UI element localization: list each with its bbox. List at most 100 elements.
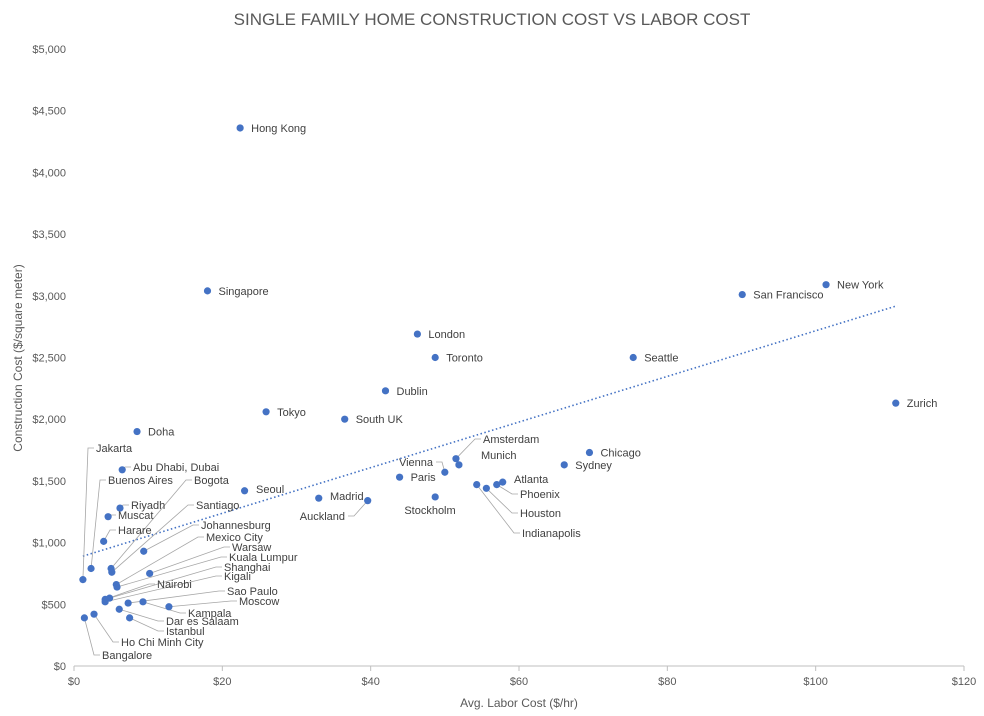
data-point-istanbul (126, 614, 134, 622)
data-point-amsterdam (452, 455, 460, 463)
point-label-munich: Munich (481, 450, 516, 462)
point-label-vienna: Vienna (399, 457, 434, 469)
data-point-sao-paulo (124, 599, 132, 607)
point-label-new-york: New York (837, 280, 884, 292)
point-label-phoenix: Phoenix (520, 489, 560, 501)
point-label-bogota: Bogota (194, 475, 230, 487)
point-label-seoul: Seoul (256, 484, 284, 496)
leader-line-nairobi (105, 583, 155, 600)
leader-line-warsaw (149, 546, 230, 574)
data-points (79, 124, 900, 622)
data-point-london (413, 330, 421, 338)
data-point-hong-kong (236, 124, 244, 132)
y-tick-label: $1,000 (32, 538, 66, 550)
point-label-harare: Harare (118, 525, 152, 537)
leader-line-santiago (111, 504, 194, 573)
leader-line-houston (486, 488, 518, 514)
y-tick-label: $1,500 (32, 476, 66, 488)
point-label-muscat: Muscat (118, 510, 153, 522)
data-point-doha (133, 427, 141, 436)
y-tick-label: $3,000 (32, 291, 66, 303)
leader-line-bogota (110, 479, 192, 569)
point-label-hong-kong: Hong Kong (251, 123, 306, 135)
x-axis-title: Avg. Labor Cost ($/hr) (460, 696, 578, 710)
data-point-phoenix (493, 481, 501, 489)
point-label-auckland: Auckland (300, 511, 345, 523)
y-tick-label: $2,500 (32, 353, 66, 365)
point-label-moscow: Moscow (239, 596, 279, 608)
y-tick-label: $3,500 (32, 229, 66, 241)
point-label-bangalore: Bangalore (102, 650, 152, 662)
data-point-vienna (441, 468, 449, 476)
data-point-riyadh (116, 504, 124, 512)
point-label-houston: Houston (520, 508, 561, 520)
point-label-shanghai: Shanghai (224, 562, 271, 574)
point-label-singapore: Singapore (219, 286, 269, 298)
data-point-singapore (203, 287, 212, 295)
point-label-riyadh: Riyadh (131, 500, 165, 512)
data-point-johannesburg (140, 547, 148, 555)
data-point-auckland (364, 497, 372, 505)
point-label-sydney: Sydney (575, 460, 612, 472)
data-point-south-uk (341, 415, 349, 423)
x-tick-label: $40 (361, 676, 379, 688)
chart-title: SINGLE FAMILY HOME CONSTRUCTION COST VS … (234, 10, 751, 29)
point-label-london: London (428, 329, 465, 341)
data-point-indianapolis (473, 481, 481, 489)
y-tick-label: $0 (54, 661, 66, 673)
leader-line-moscow (168, 600, 237, 608)
point-label-johannesburg: Johannesburg (201, 520, 271, 532)
point-labels: Hong Kong Singapore New York San Francisco L… (96, 123, 937, 662)
x-tick-label: $120 (952, 676, 976, 688)
data-point-san-francisco (738, 290, 746, 299)
leader-line-buenos-aires (90, 479, 106, 569)
trendline (82, 304, 898, 557)
y-axis-title: Construction Cost ($/square meter) (11, 264, 25, 451)
point-label-dar-es-salaam: Dar es Salaam (166, 616, 239, 628)
point-label-stockholm: Stockholm (404, 505, 455, 517)
y-tick-label: $2,000 (32, 414, 66, 426)
x-tick-label: $0 (68, 676, 80, 688)
data-point-atlanta (499, 478, 507, 486)
point-label-nairobi: Nairobi (157, 579, 192, 591)
data-point-kampala (139, 598, 147, 606)
data-point-new-york (822, 281, 830, 289)
data-point-santiago (108, 568, 116, 576)
data-point-seattle (629, 353, 637, 362)
leader-line-shanghai (109, 566, 222, 599)
leader-line-dar-es-salaam (119, 608, 164, 622)
leader-line-kuala-lumpur (116, 556, 227, 588)
data-point-zurich (892, 399, 900, 407)
leader-line-phoenix (496, 484, 518, 495)
point-label-abu-dhabi-dubai: Abu Dhabi, Dubai (133, 462, 219, 474)
data-point-jakarta (79, 576, 87, 584)
leader-line-jakarta (82, 447, 94, 580)
point-label-zurich: Zurich (907, 398, 938, 410)
point-label-mexico-city: Mexico City (206, 532, 263, 544)
data-point-madrid (315, 494, 323, 502)
data-point-seoul (240, 487, 249, 495)
leader-line-indianapolis (476, 484, 520, 534)
point-label-istanbul: Istanbul (166, 626, 205, 638)
point-label-kuala-lumpur: Kuala Lumpur (229, 552, 298, 564)
data-point-dublin (381, 387, 390, 395)
x-tick-label: $20 (213, 676, 231, 688)
point-label-kampala: Kampala (188, 608, 232, 620)
point-label-warsaw: Warsaw (232, 542, 271, 554)
data-point-ho-chi-minh-city (90, 610, 98, 618)
leader-line-kampala (142, 601, 186, 614)
data-point-warsaw (146, 569, 154, 578)
point-label-kigali: Kigali (224, 571, 251, 583)
point-label-seattle: Seattle (644, 353, 678, 365)
leader-line-kigali (105, 575, 222, 603)
y-axis-ticks: $0 $500 $1,000 $1,500 $2,000 $2,500 $3,000 $3,5… (32, 44, 66, 673)
point-label-south-uk: South UK (356, 414, 404, 426)
point-label-paris: Paris (411, 472, 437, 484)
point-label-tokyo: Tokyo (277, 407, 306, 419)
point-label-dublin: Dublin (397, 386, 428, 398)
point-label-toronto: Toronto (446, 353, 483, 365)
leader-line-sao-paulo (128, 590, 225, 604)
point-label-sao-paulo: Sao Paulo (227, 586, 278, 598)
point-label-indianapolis: Indianapolis (522, 528, 581, 540)
